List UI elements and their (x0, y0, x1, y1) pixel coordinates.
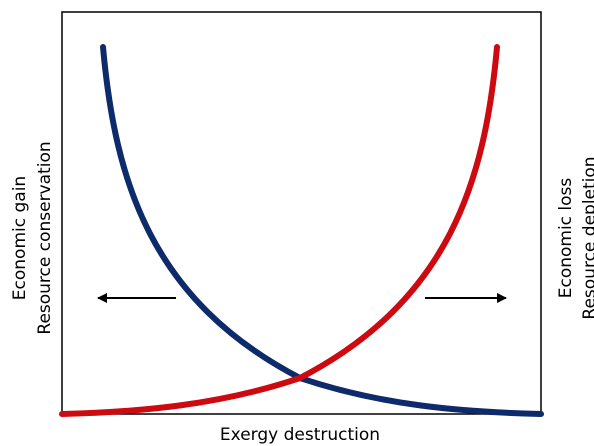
x-label: Exergy destruction (220, 425, 380, 445)
left-label-line2: Resource conservation (35, 141, 55, 334)
right-label-line2: Resource depletion (580, 156, 594, 319)
left-label-line1: Economic gain (10, 176, 30, 300)
blue-curve (100, 44, 544, 417)
red-curve (59, 44, 500, 417)
right-label-line1: Economic loss (556, 178, 576, 299)
frame (61, 11, 542, 415)
